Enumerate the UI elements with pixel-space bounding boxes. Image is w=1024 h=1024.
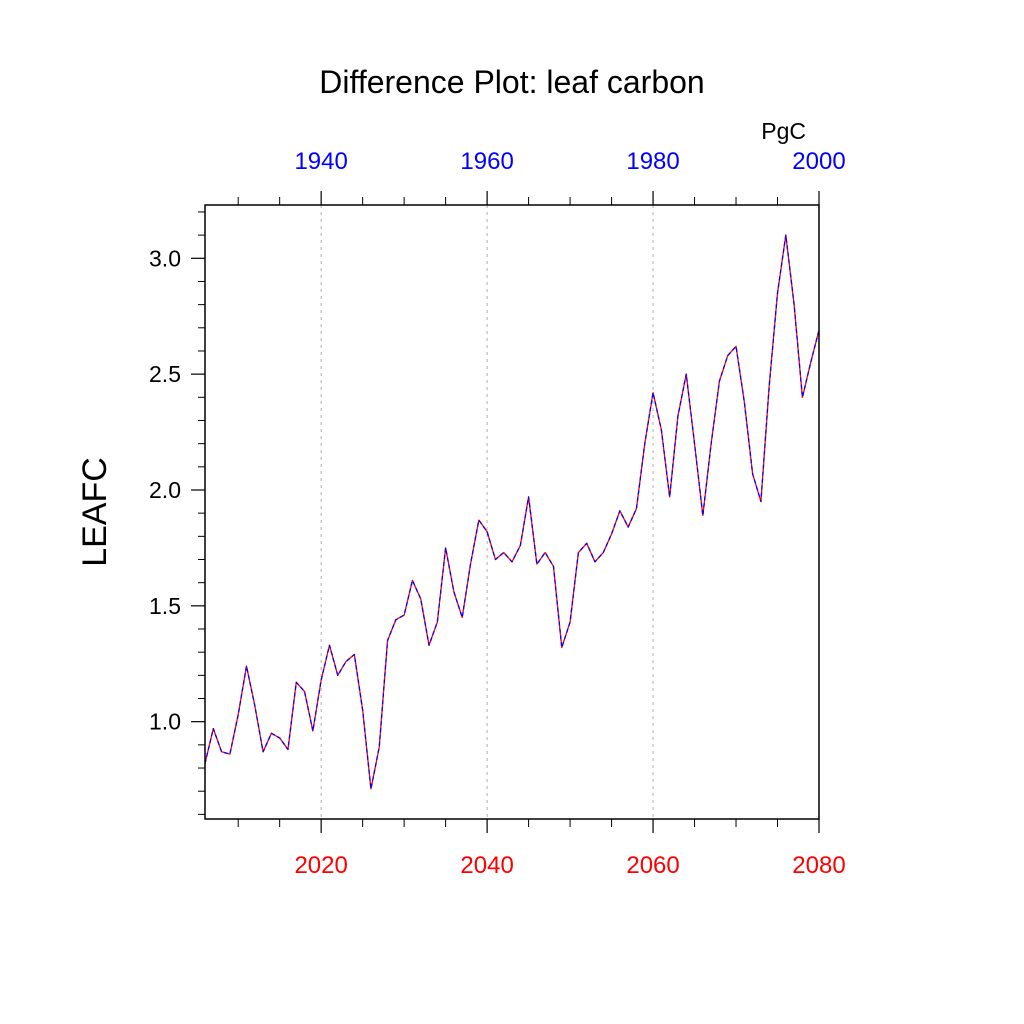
y-tick-labels: 1.0 1.5 2.0 2.5 3.0: [149, 245, 181, 734]
y-tick-label: 1.0: [149, 709, 181, 735]
series-line-2: [204, 234, 820, 790]
x-top-tick-label: 1980: [626, 148, 679, 175]
series-group: [204, 234, 820, 790]
y-tick-label: 1.5: [149, 593, 181, 619]
y-tick-label: 2.5: [149, 361, 181, 387]
major-ticks: [191, 191, 820, 833]
plot-frame: [204, 204, 820, 820]
y-axis-title: LEAFC: [76, 457, 114, 567]
x-bottom-tick-label: 2040: [460, 852, 513, 879]
x-bottom-tick-label: 2020: [294, 852, 347, 879]
y-tick-label: 2.0: [149, 477, 181, 503]
series-line-1: [204, 234, 820, 790]
x-top-tick-label: 1960: [460, 148, 513, 175]
x-bottom-tick-labels: 2020 2040 2060 2080: [294, 852, 845, 879]
y-tick-label: 3.0: [149, 245, 181, 271]
minor-ticks: [198, 197, 779, 827]
x-top-tick-label: 2000: [792, 148, 845, 175]
x-top-tick-label: 1940: [294, 148, 347, 175]
chart-title: Difference Plot: leaf carbon: [319, 64, 704, 100]
units-label: PgC: [761, 118, 806, 144]
x-top-tick-labels: 1940 1960 1980 2000: [294, 148, 845, 175]
x-bottom-tick-label: 2080: [792, 852, 845, 879]
gridlines: [320, 205, 654, 819]
x-bottom-tick-label: 2060: [626, 852, 679, 879]
